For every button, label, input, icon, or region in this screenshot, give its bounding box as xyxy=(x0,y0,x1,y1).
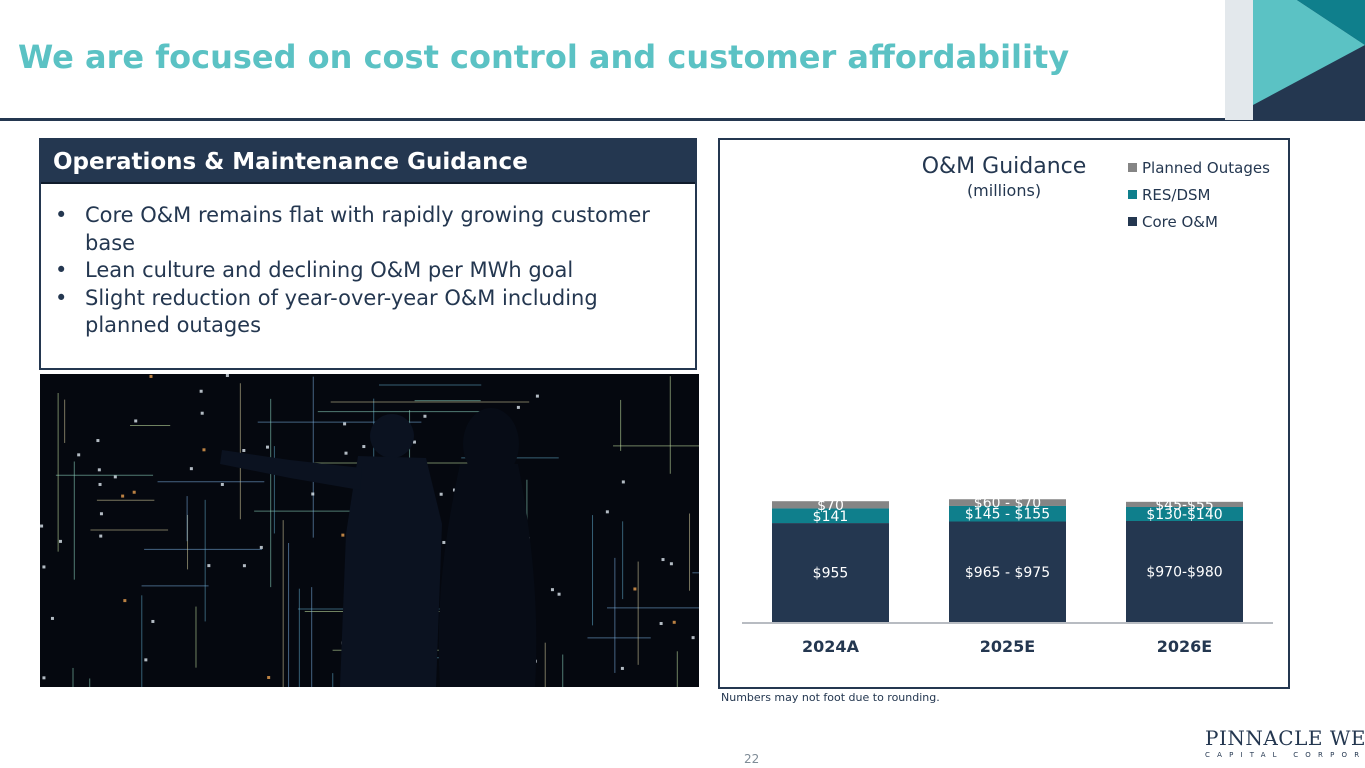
legend-item-core-om: Core O&M xyxy=(1128,208,1270,235)
bullet-text: Core O&M remains flat with rapidly growi… xyxy=(85,203,650,255)
om-guidance-chart: $955 $141 $70 2024A $965 - $975 $145 - $155 $6… xyxy=(718,138,1290,689)
data-label: $70 xyxy=(817,498,844,514)
company-logo: PINNACLE WEST CAPITAL CORPORATION xyxy=(1205,726,1365,759)
x-tick-label: 2024A xyxy=(802,637,860,656)
data-label: $45-$55 xyxy=(1155,497,1214,513)
legend-label: RES/DSM xyxy=(1142,185,1211,204)
footnote: Numbers may not foot due to rounding. xyxy=(721,691,940,704)
data-label: $965 - $975 xyxy=(965,565,1050,581)
logo-wordmark: PINNACLE WEST xyxy=(1205,726,1365,750)
data-label: $60 - $70 xyxy=(974,496,1041,512)
chart-subtitle: (millions) xyxy=(966,181,1042,200)
data-label: $955 xyxy=(813,566,849,582)
legend-item-res-dsm: RES/DSM xyxy=(1128,181,1270,208)
legend-item-planned-outages: Planned Outages xyxy=(1128,154,1270,181)
bar-segment-planned-outages xyxy=(1126,501,1243,508)
data-label: $145 - $155 xyxy=(965,507,1050,523)
x-tick-label: 2025E xyxy=(980,637,1035,656)
logo-tagline: CAPITAL CORPORATION xyxy=(1205,751,1365,759)
chart-title: O&M Guidance xyxy=(921,154,1087,179)
chart-plot-area: $955 $141$70 2024A $965 - $975 $145 - $155$6… xyxy=(742,496,1273,656)
legend-label: Core O&M xyxy=(1142,212,1218,231)
bar-segment-res-dsm xyxy=(1126,507,1243,521)
ops-guidance-panel: Operations & Maintenance Guidance • Core … xyxy=(39,138,697,370)
legend-swatch xyxy=(1128,217,1137,226)
bar-segment-res-dsm xyxy=(772,508,889,524)
ops-guidance-header: Operations & Maintenance Guidance xyxy=(41,140,695,184)
bar-segment-core-o-m xyxy=(1126,520,1243,622)
bar-segment-res-dsm xyxy=(949,505,1066,522)
control-room-photo xyxy=(40,374,699,687)
bar-segment-planned-outages xyxy=(772,501,889,509)
ops-bullet-list: • Core O&M remains flat with rapidly grow… xyxy=(41,202,695,340)
bullet-text: Slight reduction of year-over-year O&M i… xyxy=(85,285,598,338)
chart-legend: Planned Outages RES/DSM Core O&M xyxy=(1128,154,1270,235)
page-title: We are focused on cost control and custo… xyxy=(18,38,1070,76)
bullet-item: • Core O&M remains flat with rapidly grow… xyxy=(55,203,650,255)
bullet-item: • Slight reduction of year-over-year O&M … xyxy=(55,285,598,338)
bar-segment-core-o-m xyxy=(949,521,1066,622)
page-number: 22 xyxy=(744,752,760,766)
bullet-text: Lean culture and declining O&M per MWh g… xyxy=(85,258,574,282)
x-tick-label: 2026E xyxy=(1157,637,1212,656)
bar-segment-planned-outages xyxy=(949,499,1066,506)
legend-swatch xyxy=(1128,190,1137,199)
title-divider xyxy=(0,118,1365,121)
legend-label: Planned Outages xyxy=(1142,158,1270,177)
people-silhouettes xyxy=(220,408,537,687)
bullet-item: • Lean culture and declining O&M per MWh … xyxy=(55,258,574,282)
data-label: $970-$980 xyxy=(1146,564,1222,580)
bar-segment-core-o-m xyxy=(772,523,889,622)
data-label: $130-$140 xyxy=(1146,507,1222,523)
legend-swatch xyxy=(1128,163,1137,172)
corner-decoration xyxy=(1225,0,1365,120)
data-label: $141 xyxy=(813,509,849,525)
